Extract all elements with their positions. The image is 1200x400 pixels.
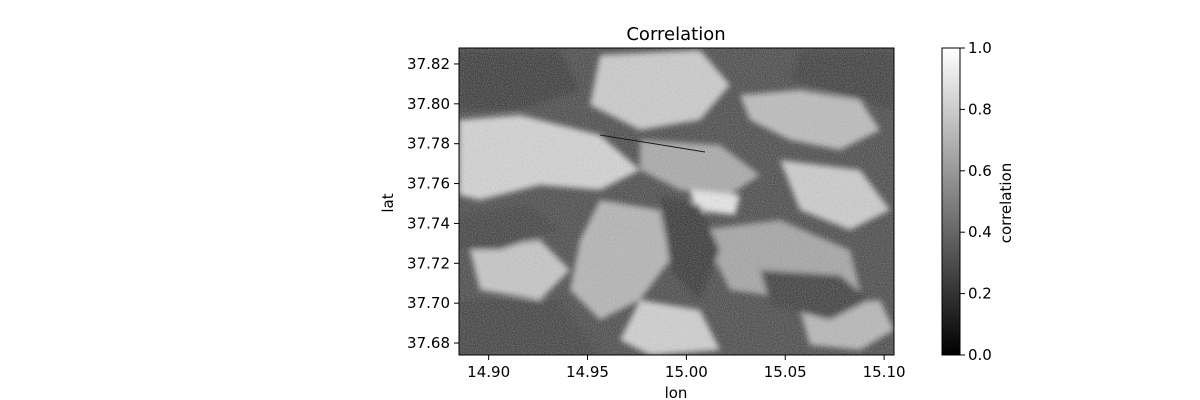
- y-axis-label: lat: [379, 193, 397, 212]
- colorbar-tick-label: 0.0: [968, 346, 992, 364]
- chart-title: Correlation: [626, 24, 725, 45]
- colorbar-tick-label: 0.2: [968, 285, 992, 303]
- y-axis: 37.68 37.70 37.72 37.74 37.76 37.78 37.80 37.82: [407, 55, 459, 352]
- x-tick-label: 15.00: [665, 363, 708, 381]
- y-tick-label: 37.78: [407, 135, 450, 153]
- colorbar-tick-label: 0.4: [968, 223, 992, 241]
- x-tick-label: 15.05: [764, 363, 807, 381]
- heatmap-image: [459, 48, 894, 355]
- x-tick-label: 14.90: [467, 363, 510, 381]
- y-tick-label: 37.82: [407, 55, 450, 73]
- plot-frame: [458, 47, 895, 356]
- y-tick-label: 37.80: [407, 95, 450, 113]
- colorbar-tick-label: 0.8: [968, 100, 992, 118]
- colorbar-tick-label: 0.6: [968, 162, 992, 180]
- colorbar-tick-label: 1.0: [968, 39, 992, 57]
- x-axis: 14.90 14.95 15.00 15.05 15.10: [467, 355, 906, 381]
- colorbar: 0.0 0.2 0.4 0.6 0.8 1.0 correlation: [941, 39, 1015, 364]
- colorbar-gradient: [941, 47, 961, 356]
- colorbar-ticks: 0.0 0.2 0.4 0.6 0.8 1.0: [960, 39, 992, 364]
- x-tick-label: 15.10: [863, 363, 906, 381]
- x-tick-label: 14.95: [566, 363, 609, 381]
- y-tick-label: 37.76: [407, 175, 450, 193]
- y-tick-label: 37.70: [407, 294, 450, 312]
- y-tick-label: 37.68: [407, 334, 450, 352]
- y-tick-label: 37.74: [407, 214, 450, 232]
- x-axis-label: lon: [665, 384, 688, 400]
- colorbar-label: correlation: [997, 163, 1015, 244]
- y-tick-label: 37.72: [407, 254, 450, 272]
